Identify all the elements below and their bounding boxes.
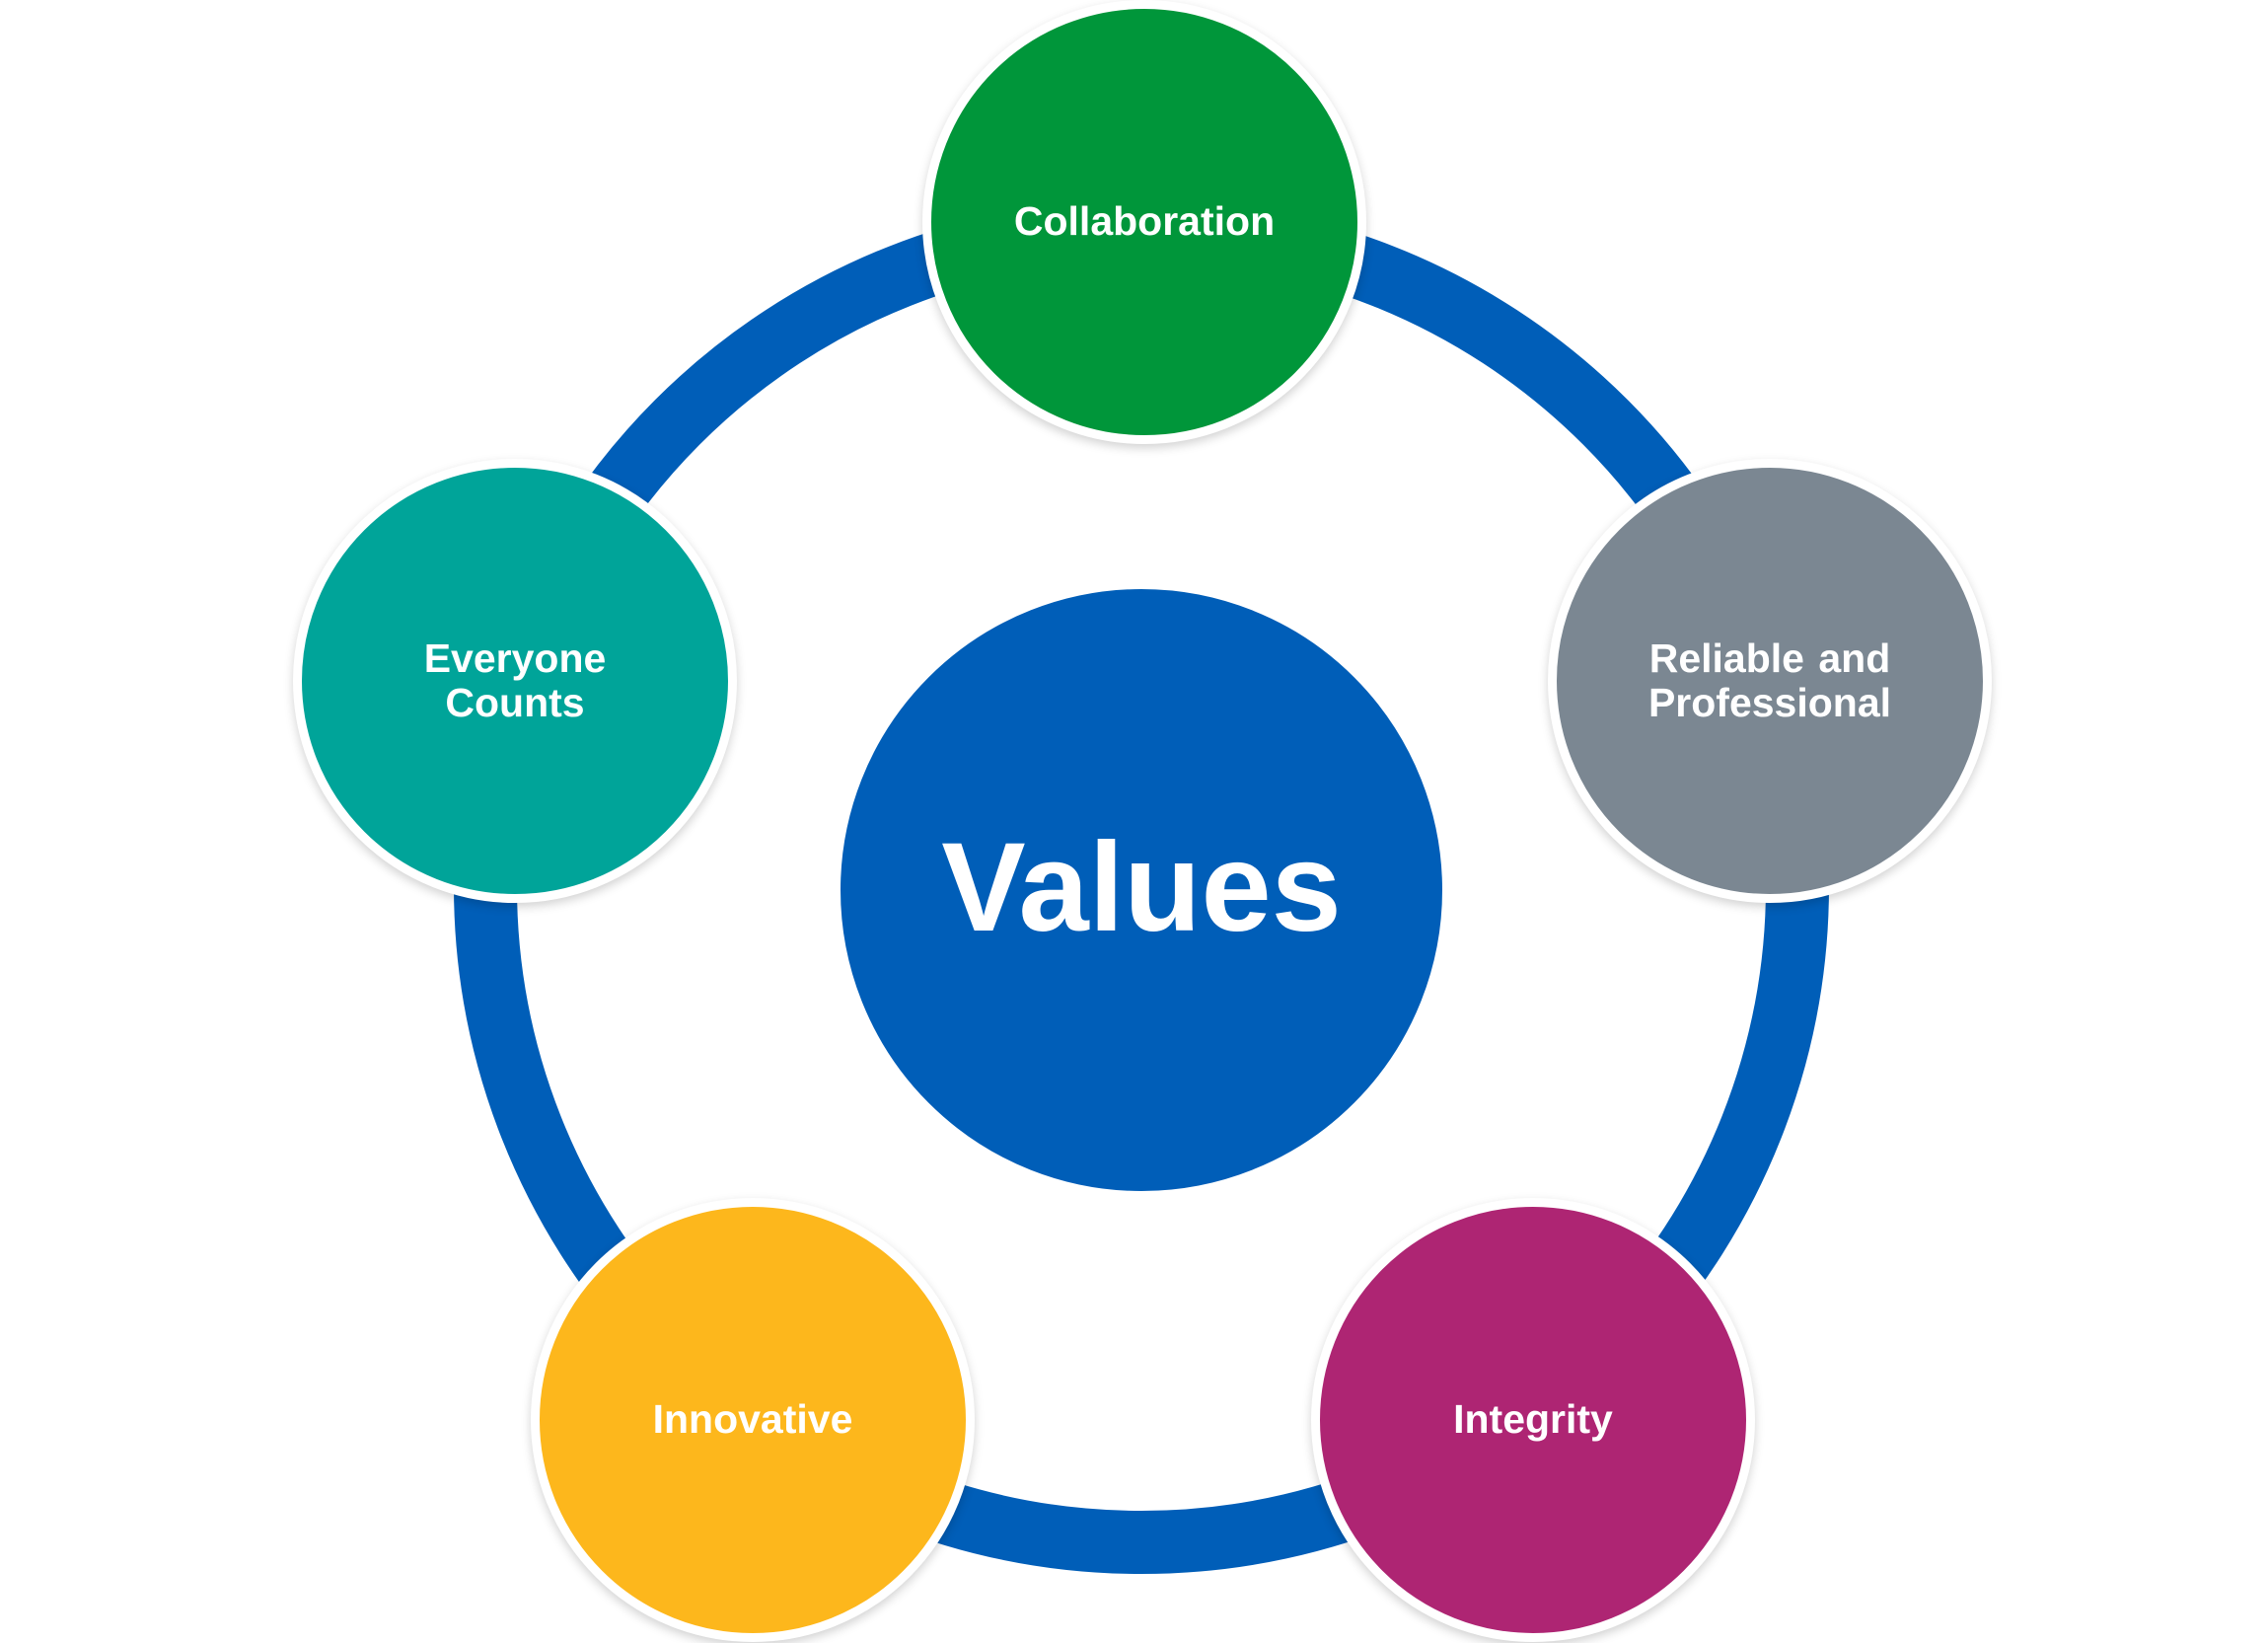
innovative-node: Innovative	[531, 1198, 975, 1642]
collaboration-node: Collaboration	[922, 0, 1366, 444]
innovative-label: Innovative	[652, 1396, 853, 1443]
integrity-node: Integrity	[1311, 1198, 1755, 1642]
reliable-and-professional-label: Reliable and Professional	[1647, 635, 1892, 725]
reliable-and-professional-node: Reliable and Professional	[1548, 459, 1992, 903]
everyone-counts-node: Everyone Counts	[293, 459, 737, 903]
values-center-circle: Values	[831, 579, 1452, 1201]
integrity-label: Integrity	[1453, 1396, 1613, 1443]
values-center-label: Values	[941, 816, 1342, 958]
collaboration-label: Collaboration	[1013, 198, 1276, 245]
everyone-counts-label: Everyone Counts	[423, 635, 607, 725]
